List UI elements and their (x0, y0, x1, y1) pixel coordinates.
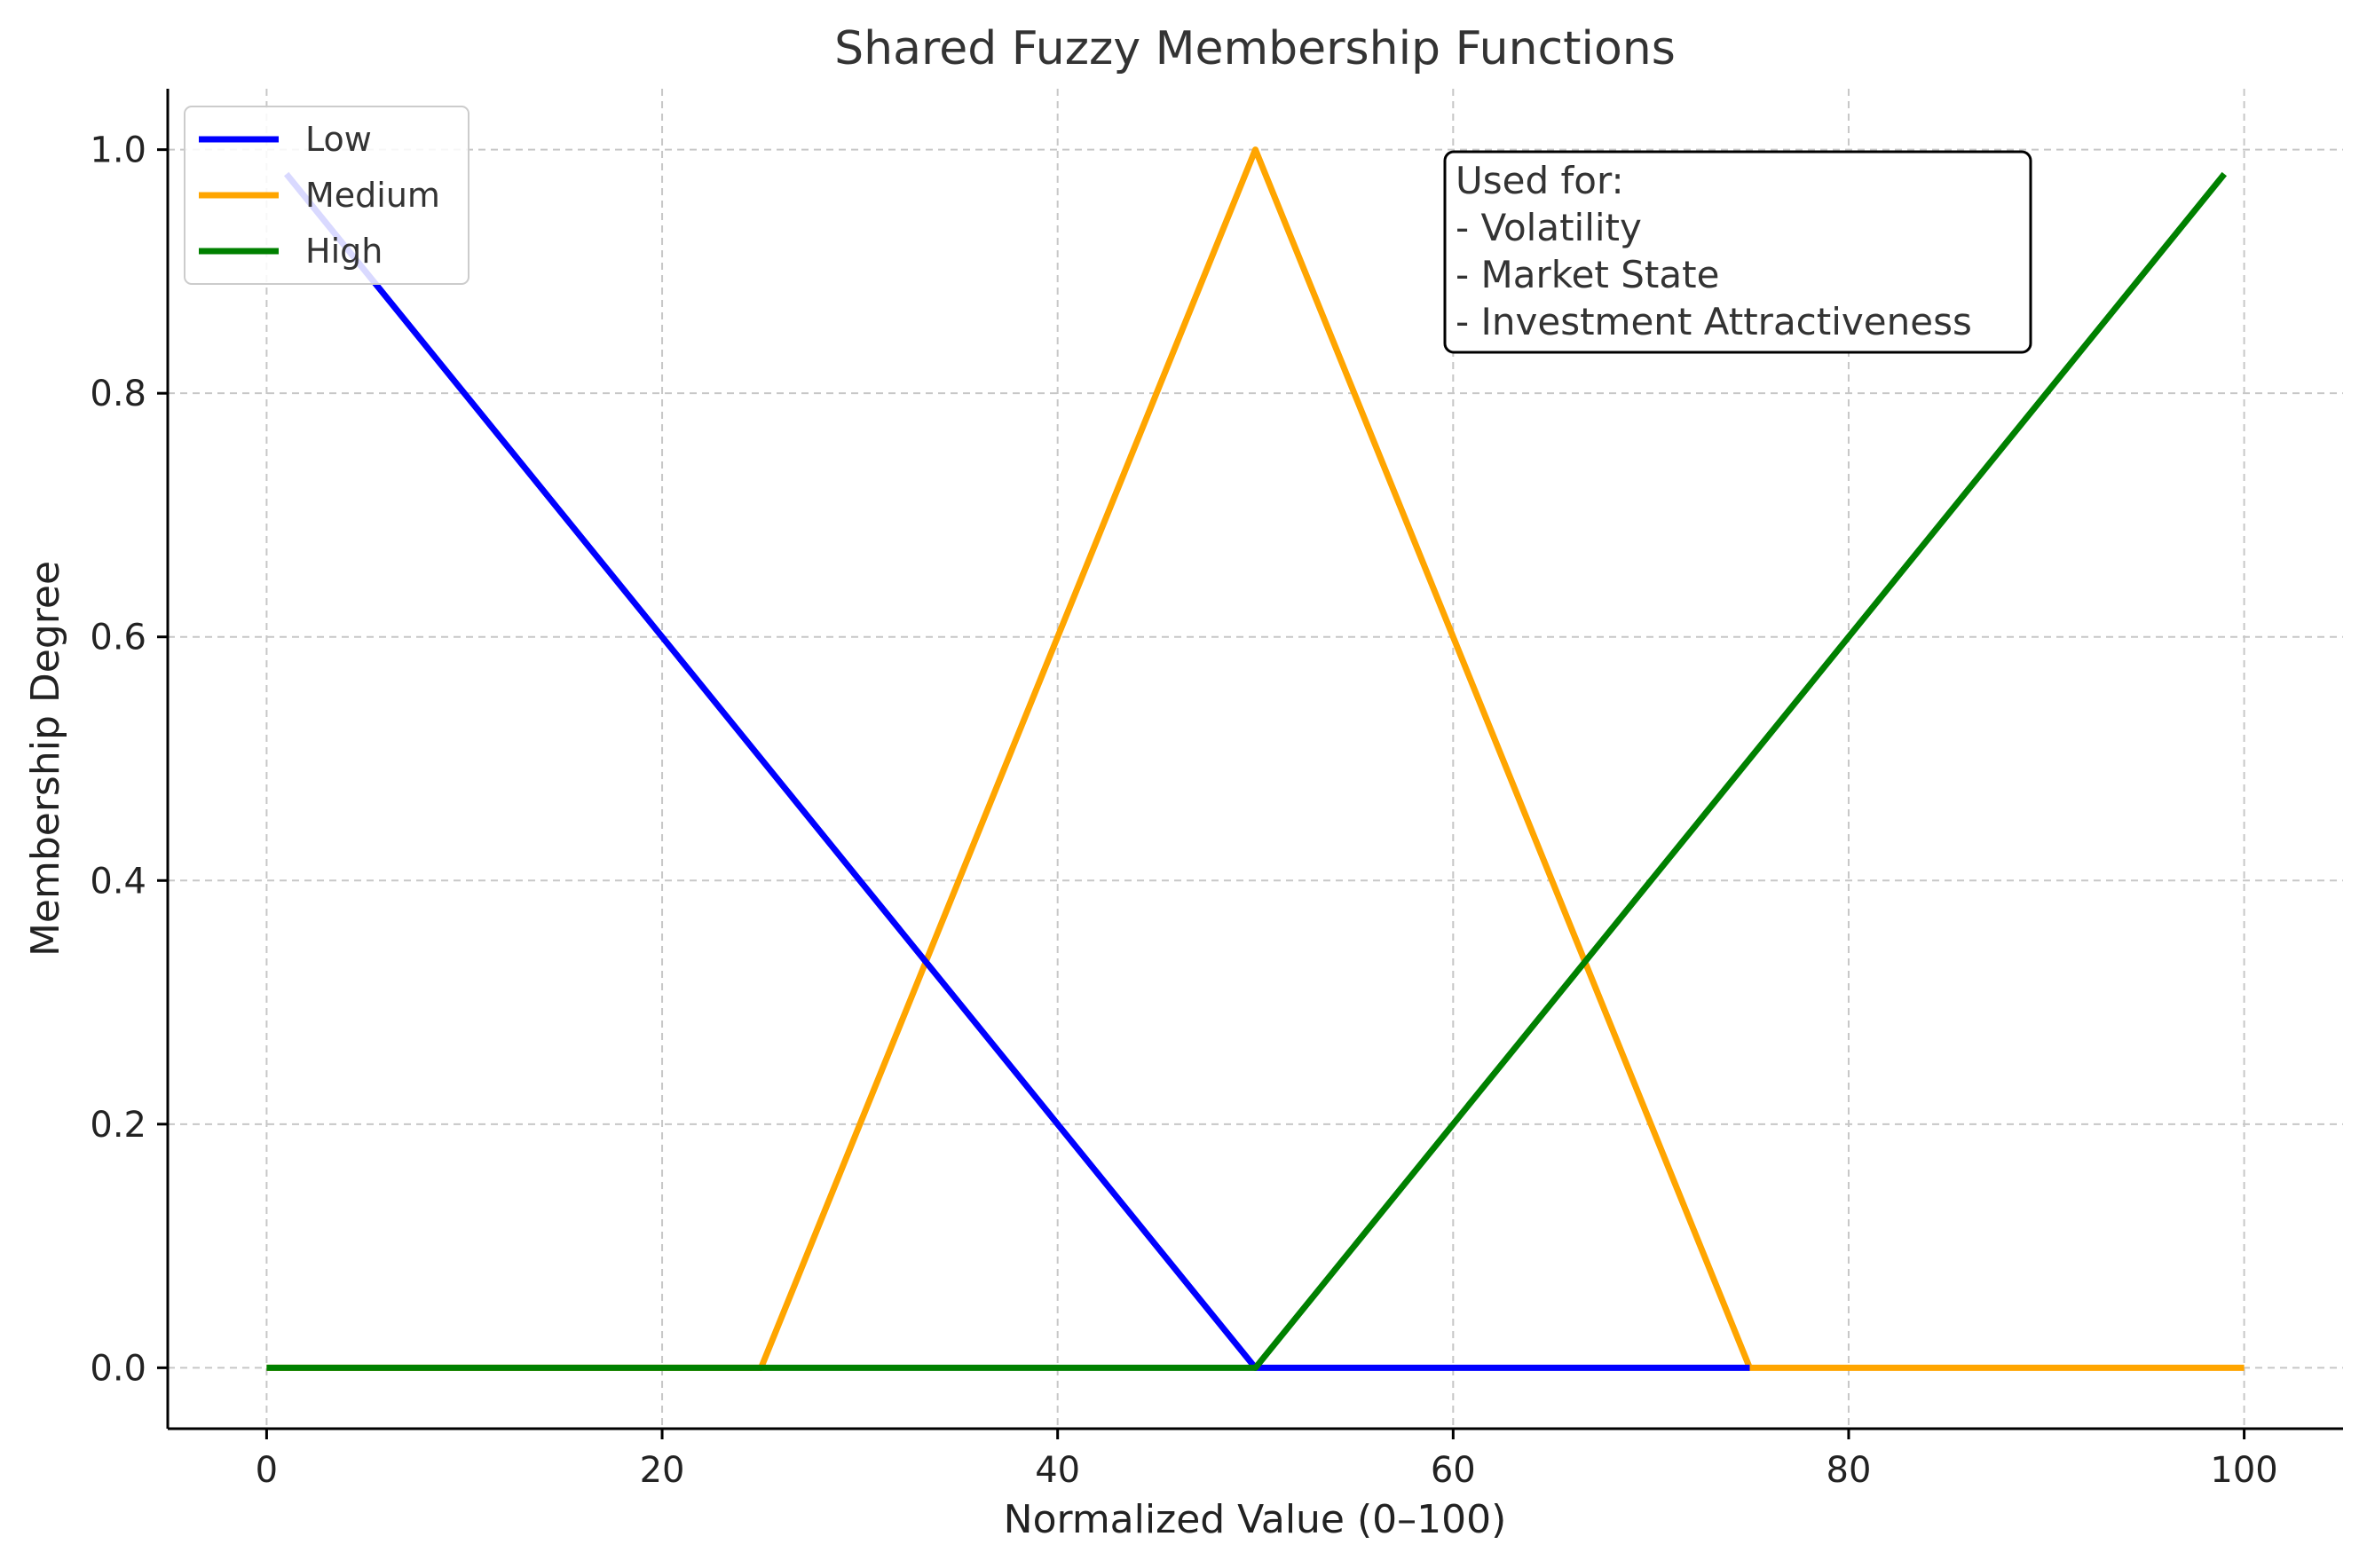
legend-label-medium: Medium (305, 176, 440, 215)
chart-title: Shared Fuzzy Membership Functions (834, 22, 1676, 75)
x-axis-label: Normalized Value (0–100) (1004, 1497, 1507, 1542)
y-axis-label: Membership Degree (23, 561, 68, 957)
annotation-line: - Volatility (1456, 206, 1642, 249)
x-tick-label: 40 (1035, 1450, 1080, 1491)
y-tick-label: 0.6 (90, 618, 146, 658)
y-tick-label: 0.0 (90, 1348, 146, 1389)
x-tick-label: 100 (2210, 1450, 2277, 1491)
x-tick-label: 60 (1431, 1450, 1476, 1491)
x-tick-label: 0 (256, 1450, 278, 1491)
x-ticks: 0 20 40 60 80 100 (256, 1429, 2278, 1491)
series-line-high (266, 171, 2228, 1371)
annotation-line: Used for: (1456, 159, 1624, 202)
axes (166, 89, 2343, 1430)
annotation-line: - Investment Attractiveness (1456, 300, 1972, 343)
y-tick-label: 0.8 (90, 374, 146, 414)
y-tick-label: 1.0 (90, 130, 146, 171)
legend-label-high: High (305, 232, 383, 271)
plot-series (266, 146, 2245, 1371)
legend: Low Medium High (184, 106, 469, 285)
annotation-box: Used for:- Volatility- Market State- Inv… (1443, 150, 2032, 354)
y-tick-label: 0.2 (90, 1105, 146, 1146)
x-tick-label: 80 (1827, 1450, 1872, 1491)
y-tick-label: 0.4 (90, 861, 146, 902)
x-tick-label: 20 (640, 1450, 685, 1491)
legend-frame (184, 106, 469, 285)
y-ticks: 0.0 0.2 0.4 0.6 0.8 1.0 (90, 130, 168, 1389)
annotation-line: - Market State (1456, 253, 1719, 296)
legend-label-low: Low (305, 120, 372, 159)
annotation-frame (1443, 150, 2032, 354)
